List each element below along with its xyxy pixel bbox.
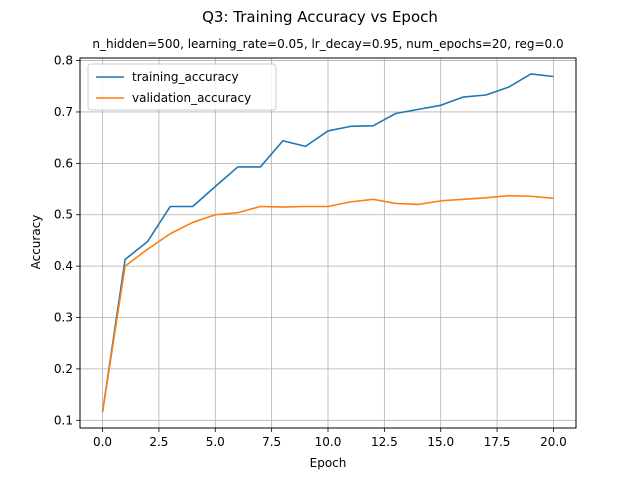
y-tick-label: 0.8 (54, 54, 73, 68)
y-tick-label: 0.3 (54, 311, 73, 325)
x-axis-label: Epoch (310, 456, 347, 470)
x-axis: 0.0 2.5 5.0 7.5 10.0 12.5 15.0 17.5 20.0 (93, 428, 567, 449)
x-tick-label: 10.0 (315, 435, 342, 449)
legend-box (87, 63, 277, 111)
legend-entry-label: training_accuracy (132, 70, 239, 84)
y-axis-label: Accuracy (29, 215, 43, 270)
y-tick-label: 0.1 (54, 413, 73, 427)
chart-subtitle: n_hidden=500, learning_rate=0.05, lr_dec… (92, 37, 563, 51)
x-tick-label: 17.5 (484, 435, 511, 449)
y-axis: 0.1 0.2 0.3 0.4 0.5 0.6 0.7 0.8 (54, 54, 80, 427)
x-tick-label: 15.0 (427, 435, 454, 449)
legend-entry-label: validation_accuracy (132, 91, 251, 105)
plot-series (101, 73, 554, 413)
y-tick-label: 0.5 (54, 208, 73, 222)
y-tick-label: 0.2 (54, 362, 73, 376)
plot-frame (79, 57, 577, 429)
x-tick-label: 7.5 (262, 435, 281, 449)
y-tick-label: 0.6 (54, 156, 73, 170)
x-tick-label: 0.0 (93, 435, 112, 449)
x-tick-label: 12.5 (371, 435, 398, 449)
grid (80, 58, 576, 428)
x-tick-label: 20.0 (540, 435, 567, 449)
x-tick-label: 2.5 (149, 435, 168, 449)
y-tick-label: 0.4 (54, 259, 73, 273)
x-tick-label: 5.0 (206, 435, 225, 449)
chart-title: Q3: Training Accuracy vs Epoch (202, 8, 438, 26)
legend: training_accuracy validation_accuracy (87, 63, 277, 111)
y-tick-label: 0.7 (54, 105, 73, 119)
